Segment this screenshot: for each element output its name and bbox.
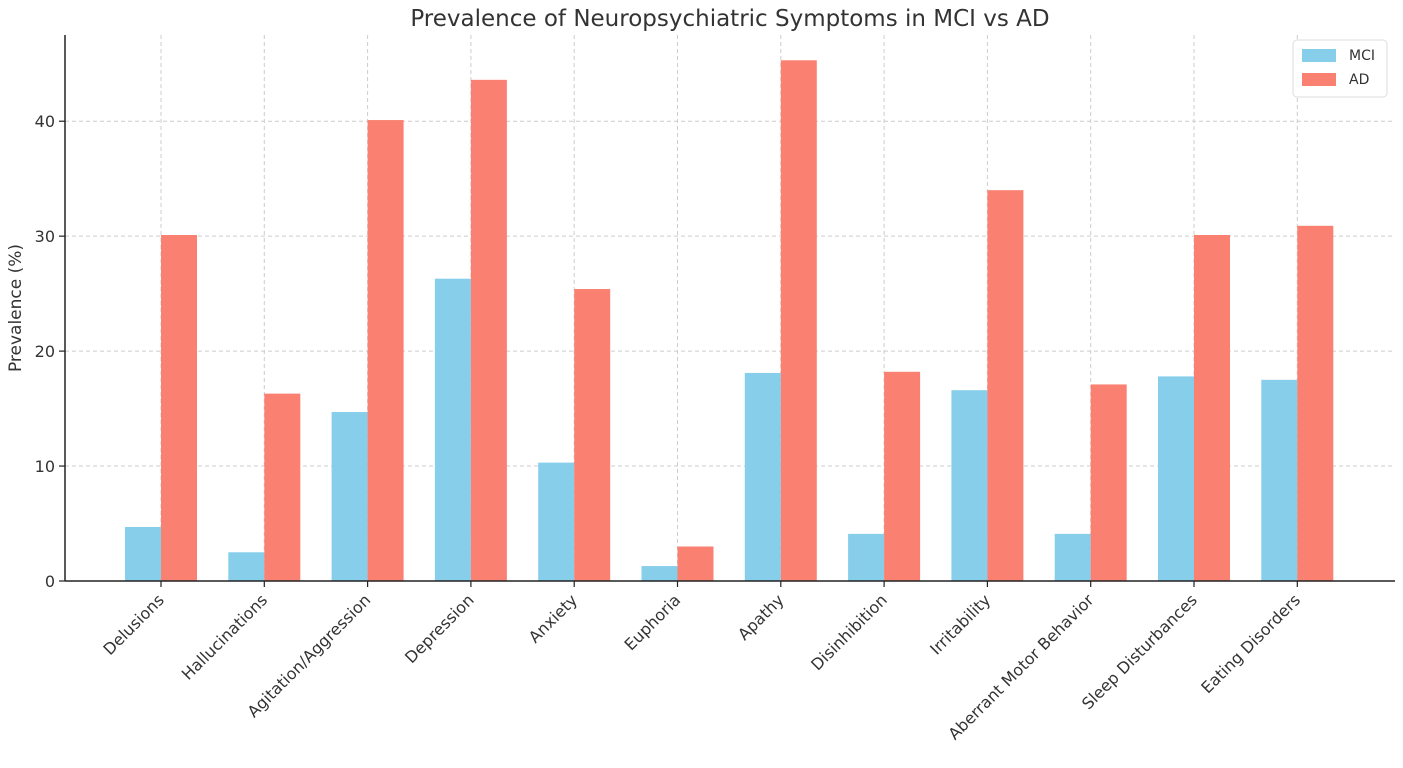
x-tick-label: Euphoria [621,590,685,654]
bar-ad-agitation-aggression [367,120,404,582]
x-tick-label: Apathy [734,590,788,644]
bar-mci-hallucinations [228,552,265,581]
bar-mci-disinhibition [848,533,885,581]
legend-swatch-mci [1302,49,1336,62]
x-tick-label: Delusions [99,590,167,658]
bar-mci-apathy [744,372,781,581]
legend-label-ad: AD [1349,72,1369,88]
bar-ad-sleep-disturbances [1194,235,1230,581]
y-axis-label: Prevalence (%) [6,244,26,372]
bar-ad-apathy [780,60,817,581]
x-tick-label: Depression [401,590,478,667]
y-tick-label: 30 [35,227,55,246]
y-tick-label: 0 [45,572,55,591]
bar-mci-euphoria [641,566,678,581]
bar-ad-aberrant-motor-behavior [1090,384,1127,581]
axes-layer [64,35,1395,582]
legend-label-mci: MCI [1349,48,1375,64]
bar-ad-euphoria [677,546,714,581]
x-tick-label: Disinhibition [807,590,891,674]
bar-mci-anxiety [538,462,575,581]
bar-mci-aberrant-motor-behavior [1054,533,1091,581]
y-tick-label: 40 [35,112,55,131]
bar-mci-delusions [125,526,161,581]
bar-ad-delusions [161,235,197,581]
x-tick-label: Anxiety [525,590,581,646]
x-tick-label: Irritability [926,590,994,658]
x-tick-label: Eating Disorders [1197,590,1304,697]
bar-ad-anxiety [574,289,611,581]
x-tick-label: Hallucinations [178,590,271,683]
bar-ad-irritability [987,190,1024,581]
x-tick-label: Sleep Disturbances [1078,590,1201,713]
bar-ad-depression [470,79,507,582]
bars-layer [125,60,1334,582]
bar-ad-eating-disorders [1297,225,1334,582]
bar-mci-eating-disorders [1261,379,1298,581]
bar-ad-hallucinations [264,393,301,581]
bar-mci-depression [434,278,471,581]
bar-ad-disinhibition [884,371,921,581]
chart-title: Prevalence of Neuropsychiatric Symptoms … [410,6,1049,32]
legend-swatch-ad [1302,73,1336,86]
bar-mci-sleep-disturbances [1158,376,1194,581]
bar-mci-irritability [951,390,988,581]
legend: MCI AD [1292,39,1388,98]
bar-mci-agitation-aggression [331,412,368,581]
y-tick-label: 20 [35,342,55,361]
y-tick-label: 10 [35,457,55,476]
